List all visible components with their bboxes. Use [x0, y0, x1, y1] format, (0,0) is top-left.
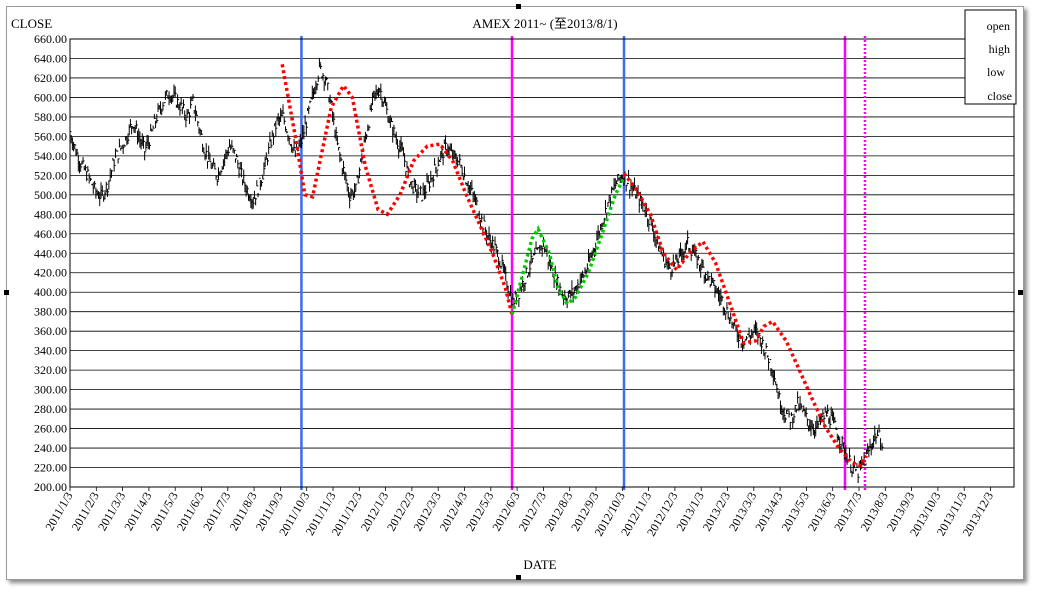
legend-entry-low: low — [987, 65, 1005, 79]
cycle-curve — [510, 176, 626, 316]
legend-entry-close: close — [987, 89, 1012, 103]
x-axis-ticks: 2011/1/32011/2/32011/3/32011/4/32011/5/3… — [42, 487, 996, 539]
y-tick-label: 420.00 — [34, 266, 67, 280]
y-tick-label: 500.00 — [34, 188, 67, 202]
marker-lines — [300, 36, 867, 490]
cycle-curve — [622, 172, 869, 468]
y-tick-label: 360.00 — [34, 324, 67, 338]
y-tick-label: 400.00 — [34, 285, 67, 299]
cycle-curve — [280, 63, 514, 316]
legend-entry-open: open — [987, 19, 1010, 33]
y-tick-label: 580.00 — [34, 110, 67, 124]
y-tick-label: 300.00 — [34, 383, 67, 397]
x-axis-label: DATE — [523, 557, 556, 572]
resize-handle-bottom[interactable] — [516, 575, 521, 580]
y-tick-label: 320.00 — [34, 363, 67, 377]
y-tick-label: 540.00 — [34, 149, 67, 163]
y-tick-label: 640.00 — [34, 51, 67, 65]
y-tick-label: 460.00 — [34, 227, 67, 241]
y-tick-label: 600.00 — [34, 90, 67, 104]
y-tick-label: 440.00 — [34, 246, 67, 260]
grid-lines — [70, 38, 1014, 488]
y-tick-label: 280.00 — [34, 402, 67, 416]
y-tick-label: 200.00 — [34, 480, 67, 494]
y-tick-label: 480.00 — [34, 207, 67, 221]
y-tick-label: 260.00 — [34, 422, 67, 436]
plot-area-border — [69, 38, 1015, 488]
y-tick-label: 560.00 — [34, 129, 67, 143]
y-axis-ticks: 660.00 640.00 620.00 600.00 580.00 560.00 540.… — [34, 32, 67, 494]
legend-entry-high: high — [989, 42, 1010, 56]
legend-box — [964, 9, 1017, 105]
price-series — [69, 57, 884, 484]
resize-handle-left[interactable] — [4, 290, 9, 295]
y-tick-label: 520.00 — [34, 168, 67, 182]
legend: open high low close — [964, 9, 1017, 105]
y-tick-label: 220.00 — [34, 461, 67, 475]
y-tick-label: 380.00 — [34, 305, 67, 319]
resize-handle-top[interactable] — [516, 4, 521, 9]
y-tick-label: 240.00 — [34, 441, 67, 455]
resize-handle-right[interactable] — [1018, 290, 1023, 295]
y-axis-label: CLOSE — [11, 16, 52, 31]
chart-title: AMEX 2011~ (至2013/8/1) — [472, 16, 617, 31]
y-tick-label: 660.00 — [34, 32, 67, 46]
y-tick-label: 620.00 — [34, 71, 67, 85]
y-tick-label: 340.00 — [34, 344, 67, 358]
cycle-lines — [280, 63, 869, 468]
